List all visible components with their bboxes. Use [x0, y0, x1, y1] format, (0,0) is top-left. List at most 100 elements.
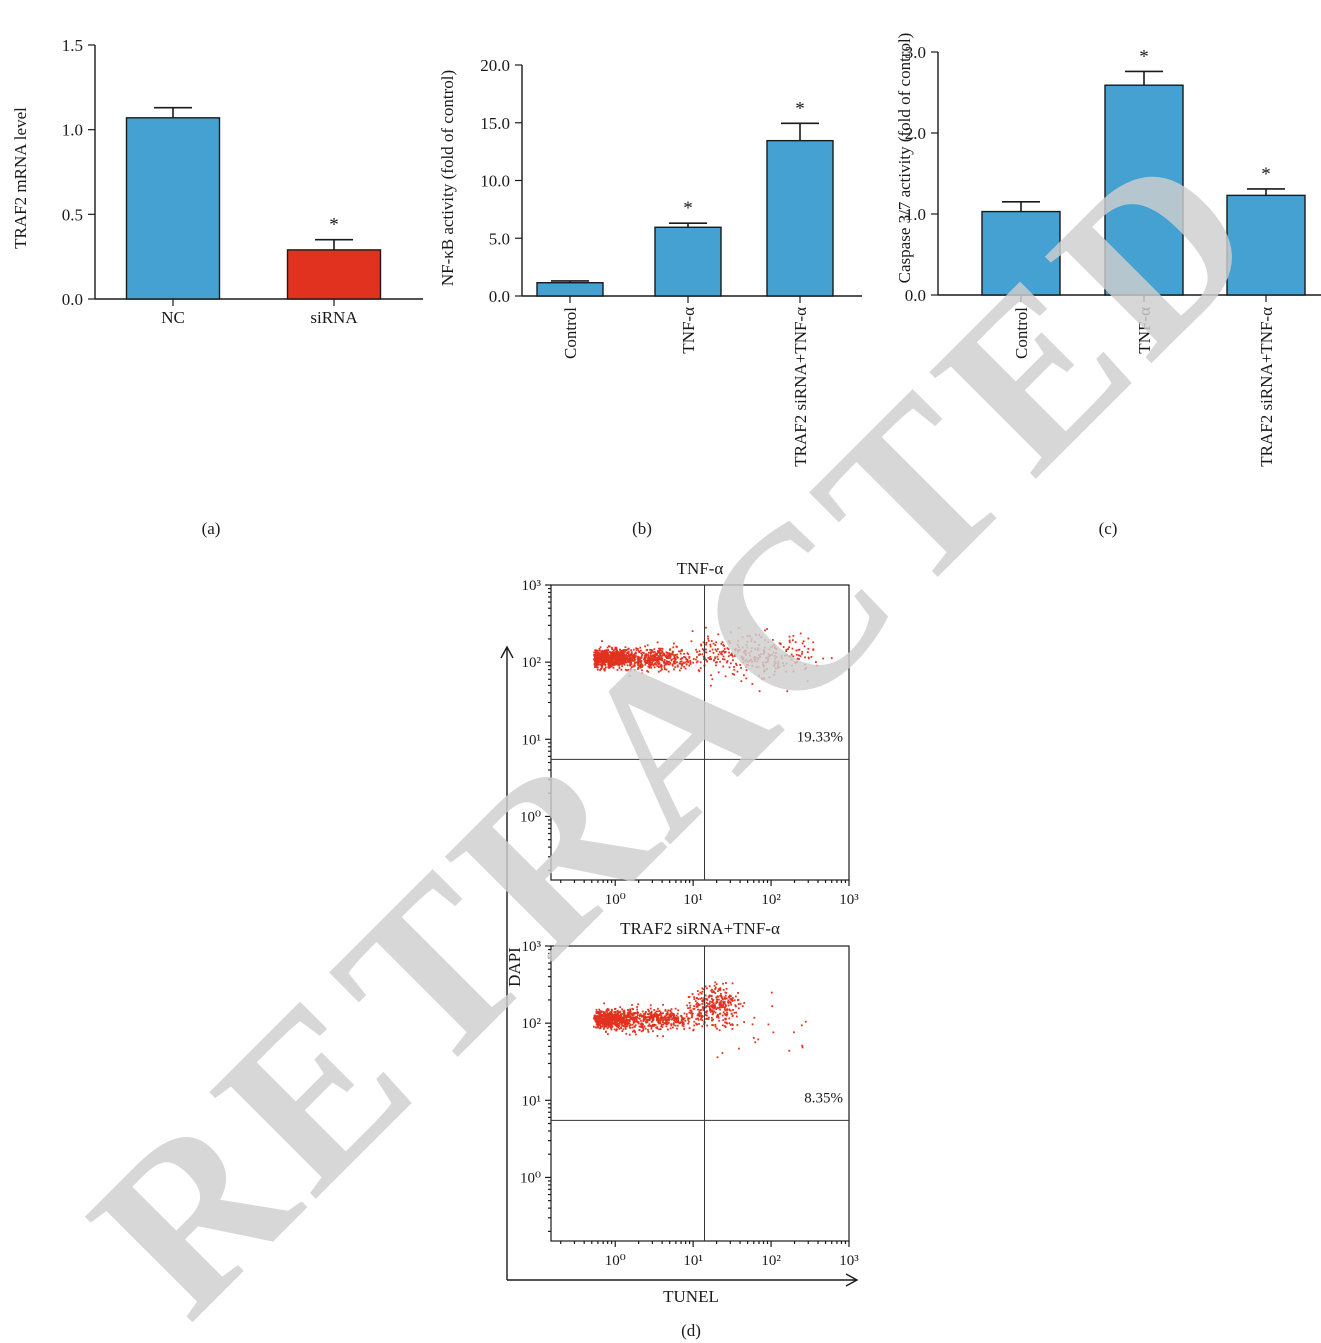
- scatter-point: [741, 646, 744, 649]
- scatter-point: [745, 644, 748, 646]
- panel-d-plot-1-x-tick-label: 10¹: [683, 892, 703, 908]
- scatter-point: [597, 1016, 599, 1019]
- scatter-point: [675, 645, 678, 648]
- scatter-point: [733, 999, 736, 1002]
- scatter-point: [600, 664, 603, 667]
- panel-a-significance-star: *: [329, 215, 339, 236]
- scatter-point: [663, 668, 666, 670]
- scatter-point: [593, 1015, 596, 1018]
- scatter-point: [594, 1020, 597, 1023]
- scatter-point: [804, 668, 807, 671]
- scatter-point: [599, 1011, 601, 1014]
- scatter-point: [705, 648, 707, 651]
- scatter-point: [628, 1012, 630, 1015]
- scatter-point: [745, 665, 748, 668]
- scatter-point: [600, 654, 603, 657]
- scatter-point: [619, 657, 622, 660]
- scatter-point: [648, 666, 651, 669]
- scatter-point: [653, 648, 656, 651]
- scatter-point: [647, 670, 650, 673]
- scatter-point: [668, 1017, 671, 1020]
- scatter-point: [628, 653, 630, 656]
- scatter-point: [625, 655, 628, 657]
- scatter-point: [625, 1018, 628, 1021]
- scatter-point: [730, 998, 733, 1001]
- scatter-point: [701, 990, 704, 993]
- scatter-point: [598, 652, 601, 655]
- scatter-point: [594, 665, 597, 668]
- scatter-point: [766, 628, 768, 630]
- scatter-point: [705, 1001, 708, 1004]
- scatter-point: [637, 647, 639, 650]
- scatter-point: [646, 669, 649, 672]
- scatter-point: [620, 1023, 623, 1026]
- scatter-point: [659, 654, 662, 657]
- scatter-point: [749, 635, 751, 637]
- scatter-point: [683, 1028, 686, 1030]
- scatter-point: [638, 659, 641, 662]
- scatter-point: [669, 662, 672, 664]
- scatter-point: [737, 627, 740, 630]
- scatter-point: [719, 988, 722, 991]
- scatter-point: [644, 662, 647, 665]
- scatter-point: [692, 1007, 695, 1010]
- scatter-point: [714, 981, 717, 984]
- scatter-point: [617, 1012, 620, 1015]
- scatter-point: [649, 662, 651, 665]
- scatter-point: [604, 1012, 607, 1015]
- scatter-point: [698, 670, 701, 673]
- scatter-point: [605, 653, 607, 655]
- scatter-point: [674, 654, 676, 657]
- scatter-point: [603, 668, 605, 671]
- scatter-point: [598, 1008, 601, 1011]
- scatter-point: [679, 660, 682, 663]
- scatter-point: [640, 660, 643, 662]
- scatter-point: [628, 1022, 631, 1025]
- scatter-point: [764, 629, 766, 632]
- panel-a-y-tick-label: 0.0: [62, 290, 83, 309]
- scatter-point: [758, 644, 761, 647]
- scatter-point: [718, 1019, 721, 1022]
- scatter-point: [693, 1008, 696, 1010]
- scatter-point: [728, 1022, 731, 1025]
- scatter-point: [685, 658, 688, 660]
- panel-a-bar: [286, 249, 382, 300]
- scatter-point: [741, 658, 744, 661]
- scatter-point: [626, 1015, 629, 1017]
- scatter-point: [625, 1021, 628, 1023]
- scatter-point: [622, 651, 625, 654]
- scatter-point: [618, 656, 621, 659]
- scatter-point: [637, 661, 640, 663]
- scatter-point: [618, 1022, 621, 1025]
- scatter-point: [639, 657, 642, 659]
- scatter-point: [612, 661, 615, 664]
- scatter-point: [726, 647, 729, 650]
- scatter-point: [599, 658, 602, 661]
- scatter-point: [705, 1006, 707, 1009]
- scatter-point: [641, 651, 644, 654]
- scatter-point: [659, 1017, 662, 1019]
- scatter-point: [634, 1020, 637, 1023]
- scatter-point: [615, 655, 617, 658]
- scatter-point: [701, 648, 704, 651]
- scatter-point: [718, 1029, 721, 1032]
- scatter-point: [753, 1016, 756, 1019]
- panel-a-x-tick-label: NC: [161, 308, 185, 327]
- scatter-point: [657, 1022, 660, 1025]
- scatter-point: [735, 1015, 738, 1018]
- scatter-point: [750, 647, 753, 650]
- scatter-point: [613, 1028, 616, 1031]
- scatter-point: [614, 1021, 617, 1023]
- scatter-point: [624, 649, 627, 651]
- scatter-point: [614, 1010, 617, 1013]
- scatter-point: [613, 662, 616, 665]
- scatter-point: [633, 1029, 635, 1032]
- scatter-point: [653, 1024, 655, 1027]
- scatter-point: [728, 651, 730, 654]
- scatter-point: [705, 658, 707, 661]
- scatter-point: [697, 1008, 699, 1011]
- scatter-point: [610, 1028, 613, 1031]
- panel-c-y-tick-label: 1.0: [905, 205, 926, 224]
- scatter-point: [667, 1021, 670, 1024]
- scatter-point: [656, 641, 659, 644]
